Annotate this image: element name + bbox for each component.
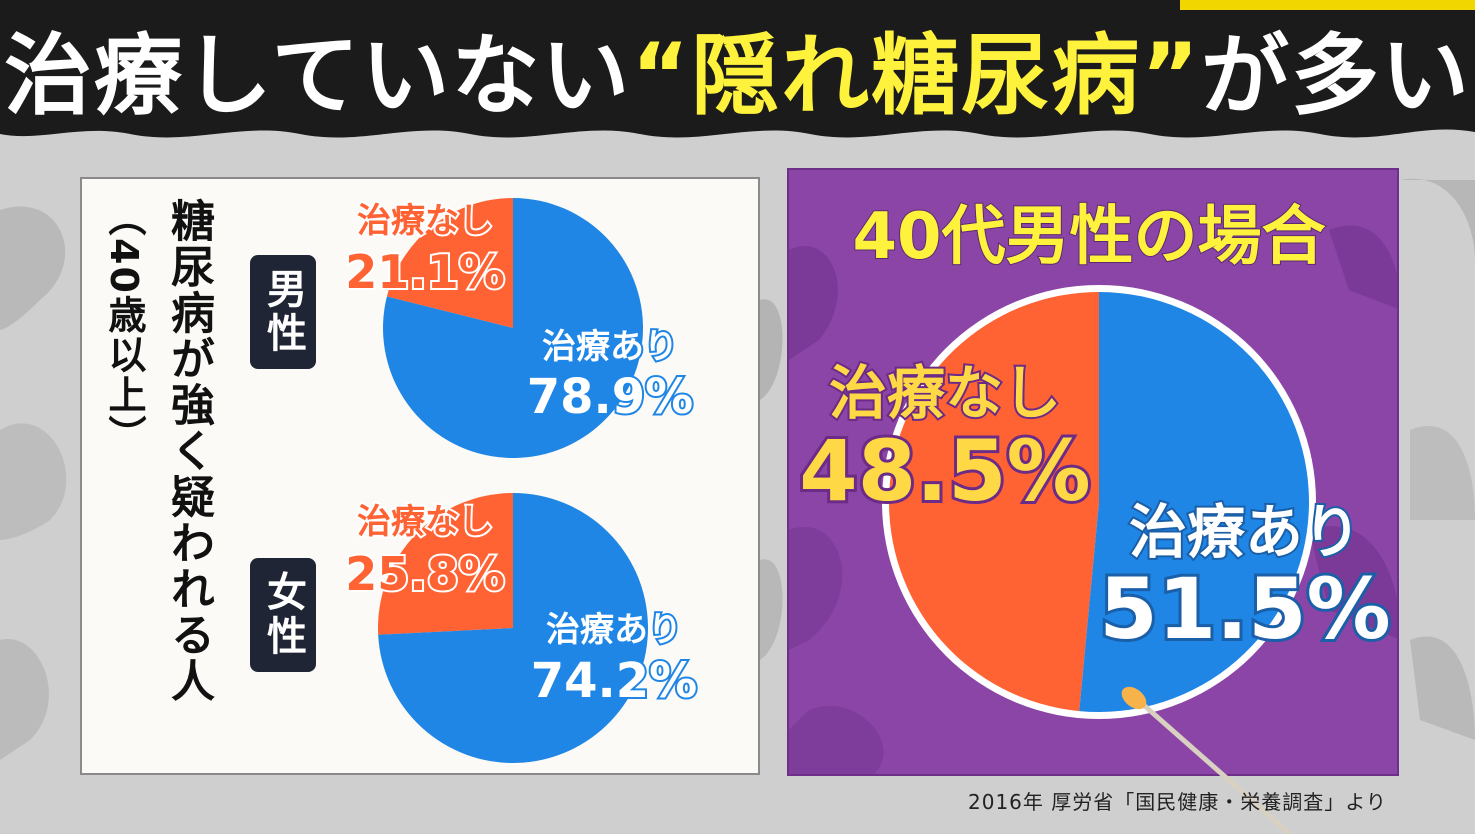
- pie-1-slice-0-value-label: 25.8%: [345, 547, 505, 601]
- pie-2-slice-0-name-label: 治療なし: [829, 359, 1061, 427]
- pie-2-slice-1-value-label: 51.5%: [1099, 560, 1390, 658]
- pie-0-slice-0-name-label: 治療なし: [357, 201, 493, 241]
- pie-1-slice-1-name-label: 治療あり: [546, 610, 682, 650]
- pie-2-slice-1-name-label: 治療あり: [1129, 498, 1361, 566]
- caption-sub: （40歳以上）: [102, 198, 146, 455]
- female-badge: 女性: [250, 558, 316, 672]
- pie-2-slice-1: [1079, 292, 1309, 712]
- right-panel-title: 40代男性の場合: [852, 200, 1325, 274]
- pie-1-slice-1: [378, 493, 648, 763]
- vertical-caption: 糖尿病が強く疑われる人 （40歳以上）: [102, 198, 220, 758]
- title-banner: [0, 0, 1475, 138]
- title-part1: 治療していない: [3, 24, 632, 127]
- pie-0-slice-1: [383, 198, 643, 458]
- pie-0-slice-0: [386, 198, 513, 328]
- male-badge: 男性: [250, 255, 316, 369]
- title-highlight: “隠れ糖尿病”: [631, 24, 1202, 127]
- pie-0-slice-0-value-label: 21.1%: [345, 245, 505, 299]
- pie-1-slice-0-name-label: 治療なし: [357, 502, 493, 542]
- pie-0-slice-1-value-label: 78.9%: [527, 369, 694, 425]
- pie-1-slice-0: [378, 493, 513, 635]
- page-title: 治療していない“隠れ糖尿病”が多い: [0, 26, 1475, 126]
- title-part2: が多い: [1201, 24, 1472, 127]
- caption-main: 糖尿病が強く疑われる人: [163, 198, 214, 704]
- purple-texture: [789, 225, 1397, 774]
- source-note: 2016年 厚労省「国民健康・栄養調査」より: [968, 790, 1387, 814]
- pie-0-slice-1-name-label: 治療あり: [542, 327, 678, 367]
- pie-2-slice-0-value-label: 48.5%: [799, 422, 1090, 520]
- pie-2-slice-0: [888, 292, 1099, 712]
- pie-1-slice-1-value-label: 74.2%: [531, 653, 698, 709]
